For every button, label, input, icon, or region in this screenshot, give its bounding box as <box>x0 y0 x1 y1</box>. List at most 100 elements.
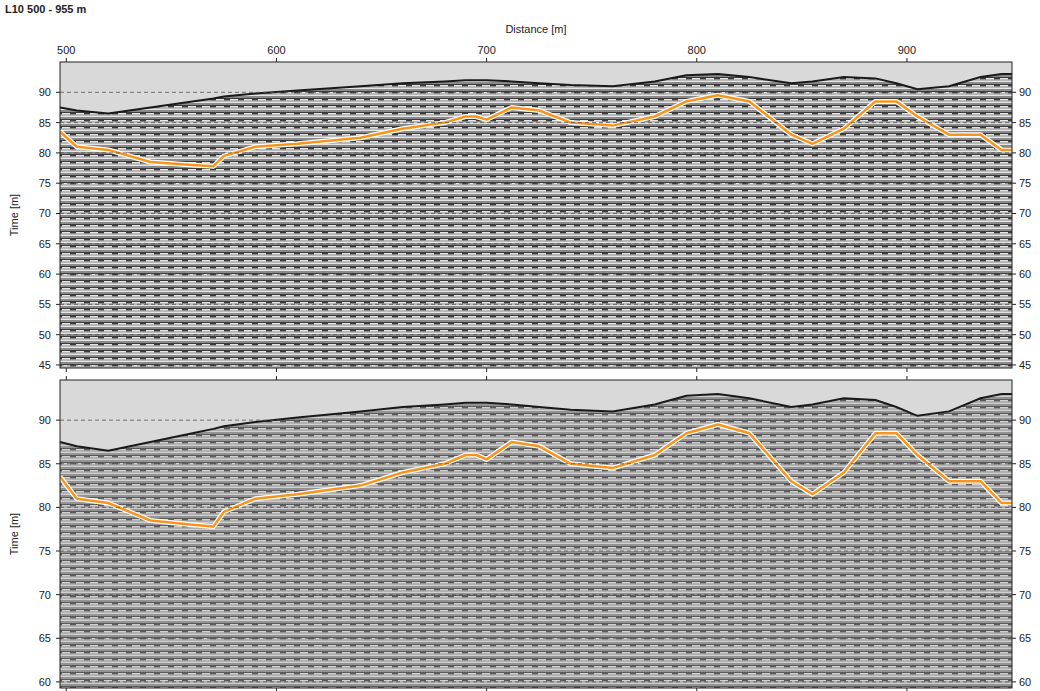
y-tick <box>56 507 60 508</box>
x-tick <box>66 58 67 62</box>
y-tick <box>56 638 60 639</box>
x-tick <box>276 376 277 380</box>
grid-line <box>60 420 1012 421</box>
radar-background <box>60 62 1012 368</box>
y-tick-label: 70 <box>39 207 51 219</box>
y-tick <box>1012 243 1016 244</box>
y-tick-label: 45 <box>1019 359 1031 371</box>
grid-line <box>60 551 1012 552</box>
y-tick-label: 90 <box>1019 86 1031 98</box>
grid-line <box>60 152 1012 153</box>
x-tick <box>696 58 697 62</box>
y-axis-label: Time [m] <box>8 194 20 236</box>
y-tick <box>1012 551 1016 552</box>
grid-line <box>60 122 1012 123</box>
grid-line <box>60 213 1012 214</box>
y-tick-label: 60 <box>1019 676 1031 688</box>
y-tick <box>1012 213 1016 214</box>
x-tick <box>696 688 697 691</box>
y-tick-label: 70 <box>1019 589 1031 601</box>
grid-line <box>60 463 1012 464</box>
x-tick <box>906 368 907 372</box>
x-tick <box>486 368 487 372</box>
x-tick-label: 500 <box>57 44 75 56</box>
horizon-halo <box>60 425 1012 527</box>
horizon-line <box>60 95 1012 166</box>
x-tick <box>276 58 277 62</box>
y-tick <box>1012 594 1016 595</box>
y-tick-label: 70 <box>39 589 51 601</box>
y-tick-label: 45 <box>39 359 51 371</box>
y-tick-label: 60 <box>1019 268 1031 280</box>
y-tick <box>1012 183 1016 184</box>
y-tick <box>1012 274 1016 275</box>
y-tick <box>1012 92 1016 93</box>
x-tick <box>66 368 67 372</box>
x-tick <box>66 688 67 691</box>
x-tick <box>66 376 67 380</box>
y-tick-label: 80 <box>39 501 51 513</box>
frame <box>60 62 1012 368</box>
horizon-halo <box>60 95 1012 166</box>
x-tick <box>486 688 487 691</box>
grid-line <box>60 681 1012 682</box>
y-tick <box>56 594 60 595</box>
x-tick-label: 700 <box>477 44 495 56</box>
y-tick-label: 65 <box>1019 632 1031 644</box>
grid-line <box>60 274 1012 275</box>
x-tick <box>276 368 277 372</box>
y-tick-label: 75 <box>39 177 51 189</box>
y-tick <box>56 304 60 305</box>
y-tick-label: 80 <box>39 147 51 159</box>
y-tick <box>1012 420 1016 421</box>
x-tick <box>486 376 487 380</box>
y-tick-label: 90 <box>39 414 51 426</box>
x-axis-label: Distance [m] <box>505 23 566 35</box>
plot-area <box>60 62 1012 166</box>
grid-line <box>60 594 1012 595</box>
grid-line <box>60 92 1012 93</box>
y-tick-label: 80 <box>1019 147 1031 159</box>
frame <box>60 380 1012 688</box>
y-tick <box>1012 304 1016 305</box>
y-tick <box>56 334 60 335</box>
y-tick-label: 70 <box>1019 207 1031 219</box>
y-tick-label: 65 <box>1019 238 1031 250</box>
y-tick-label: 50 <box>1019 329 1031 341</box>
grid-line <box>60 507 1012 508</box>
y-axis-label: Time [m] <box>8 513 20 555</box>
y-tick-label: 55 <box>39 298 51 310</box>
x-tick <box>696 368 697 372</box>
y-tick-label: 80 <box>1019 501 1031 513</box>
grid-line <box>60 183 1012 184</box>
x-tick <box>906 376 907 380</box>
y-tick <box>56 243 60 244</box>
y-tick <box>1012 364 1016 365</box>
y-tick-label: 85 <box>39 117 51 129</box>
y-tick <box>1012 122 1016 123</box>
x-tick-label: 800 <box>688 44 706 56</box>
grid-line <box>60 364 1012 365</box>
grid-line <box>60 243 1012 244</box>
y-tick <box>56 420 60 421</box>
y-tick-label: 85 <box>1019 458 1031 470</box>
y-tick <box>56 213 60 214</box>
y-tick <box>56 463 60 464</box>
x-tick <box>906 58 907 62</box>
y-tick-label: 60 <box>39 268 51 280</box>
y-tick-label: 75 <box>1019 177 1031 189</box>
y-tick-label: 65 <box>39 632 51 644</box>
x-tick <box>486 58 487 62</box>
grid-line <box>60 304 1012 305</box>
y-tick-label: 85 <box>39 458 51 470</box>
y-tick-label: 90 <box>1019 414 1031 426</box>
y-tick-label: 90 <box>39 86 51 98</box>
x-tick <box>276 688 277 691</box>
y-tick <box>1012 638 1016 639</box>
grid-line <box>60 334 1012 335</box>
y-tick <box>56 92 60 93</box>
y-tick <box>1012 681 1016 682</box>
horizon-line <box>60 425 1012 527</box>
y-tick-label: 55 <box>1019 298 1031 310</box>
y-tick <box>1012 334 1016 335</box>
